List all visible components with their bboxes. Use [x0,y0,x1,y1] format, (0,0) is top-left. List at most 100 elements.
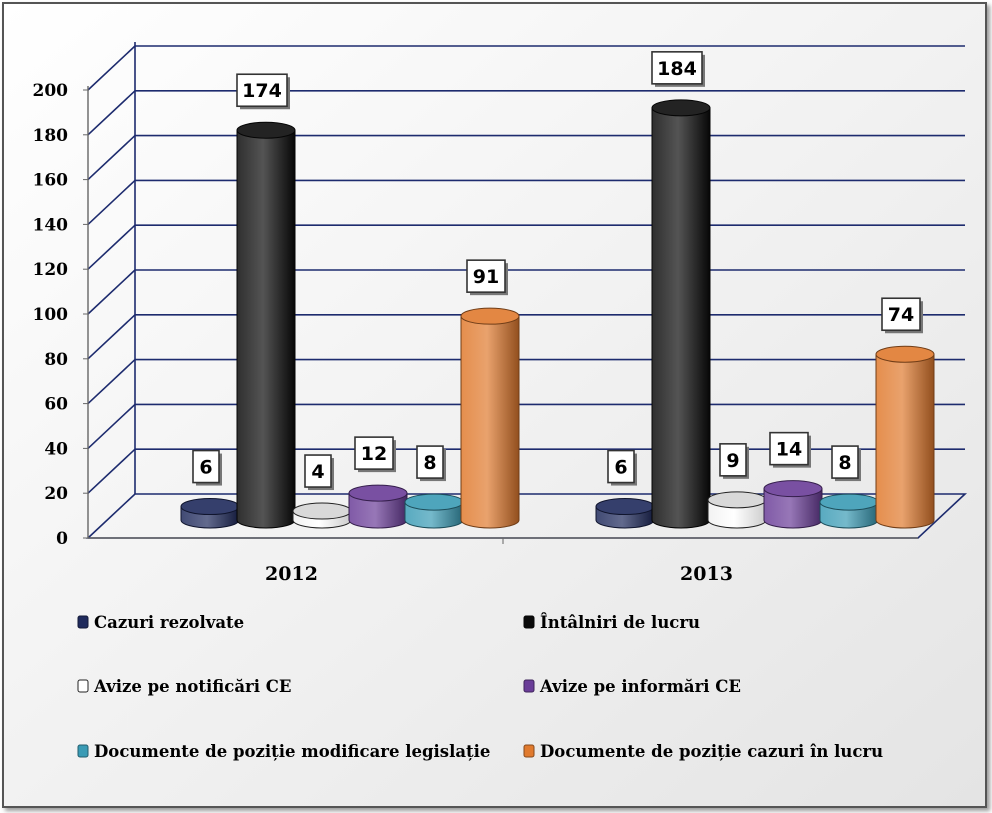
bar-Avize pe notificări CE-2012 [292,502,352,529]
gridline-side [87,314,136,360]
bar-Avize pe notificări CE-2013 [707,491,767,529]
legend-swatch [523,679,535,693]
data-label-Cazuri rezolvate-2013: 6 [607,449,637,486]
y-tick-label: 0 [56,529,68,549]
y-tick-label: 160 [33,171,69,191]
y-tick-label: 20 [44,484,68,504]
gridline-side [87,224,136,270]
legend-label: Documente de poziție cazuri în lucru [540,742,883,761]
legend-swatch [523,744,535,758]
data-label-box [466,259,506,293]
bar-Avize pe informări CE-2013 [763,480,823,529]
y-tick-label: 200 [33,81,69,101]
legend-entry: Cazuri rezolvate [77,613,244,632]
data-label-Cazuri rezolvate-2012: 6 [192,449,222,486]
bar-top [763,480,823,498]
legend-label: Cazuri rezolvate [94,613,244,632]
data-label: 91 [473,266,499,288]
bar-Cazuri rezolvate-2012 [180,498,240,529]
data-label: 174 [242,80,282,102]
legend-label: Avize pe informări CE [539,677,741,696]
data-label-box [651,51,703,85]
data-label-Documente de poziție cazuri în lucru-2013: 74 [881,297,923,334]
bar-body [460,315,520,529]
data-label-box [769,431,809,466]
bar-top [236,121,296,139]
y-tick-label: 100 [33,305,69,325]
bar-body [651,107,711,529]
gridline-side [87,45,136,91]
data-label-Documente de poziție modificare legislație-2012: 8 [416,445,446,482]
data-label-box [416,445,444,479]
bar-top [875,345,935,363]
data-label: 12 [361,443,387,465]
data-label-Întâlniri de lucru-2012: 174 [236,73,290,110]
data-label: 74 [888,304,914,326]
data-label: 6 [614,457,627,479]
legend-entry: Avize pe notificări CE [77,677,291,696]
bar-top [651,99,711,117]
data-label-Avize pe informări CE-2012: 12 [354,436,396,473]
legend-swatch [77,744,89,758]
y-tick-label: 40 [44,439,68,459]
gridline-side [87,448,136,494]
y-tick-label: 140 [33,215,69,235]
gridline-side [87,135,136,181]
data-label-Întâlniri de lucru-2013: 184 [651,51,705,87]
data-label: 184 [657,58,697,80]
data-label-Avize pe notificări CE-2012: 4 [304,454,334,491]
legend-swatch [77,679,89,693]
bar-top [819,493,879,511]
data-label-box [881,297,921,332]
gridline-side [87,403,136,449]
bar-Întâlniri de lucru-2012 [236,121,296,529]
x-category-label: 2012 [265,563,318,585]
data-label-box [719,443,747,477]
bar-top [595,498,655,516]
legend-entry: Avize pe informări CE [523,677,741,696]
data-label-box [354,436,394,470]
data-label-box [304,454,332,488]
bar-top [404,493,464,511]
data-label-Documente de poziție cazuri în lucru-2012: 91 [466,259,508,296]
data-label: 8 [838,452,851,474]
gridline-side [87,179,136,225]
data-label-box [607,449,635,484]
bar-top [348,484,408,502]
gridline-side [87,269,136,315]
data-label: 8 [423,452,436,474]
gridline-side [87,90,136,136]
bar-Cazuri rezolvate-2013 [595,498,655,529]
data-label: 9 [726,450,739,472]
data-label-box [192,449,220,484]
legend-entry: Întâlniri de lucru [523,612,700,632]
bar-Documente de poziție cazuri în lucru-2013 [875,345,935,529]
data-label-Documente de poziție modificare legislație-2013: 8 [831,445,861,482]
y-tick-label: 180 [33,126,69,146]
bar-body [236,129,296,529]
bar-top [707,491,767,509]
y-tick-label: 80 [44,350,68,370]
y-tick-label: 120 [33,260,69,280]
bar-Întâlniri de lucru-2013 [651,99,711,529]
data-label-box [831,445,859,479]
data-label: 6 [199,457,212,479]
legend-label: Întâlniri de lucru [540,612,700,632]
data-label-Avize pe notificări CE-2013: 9 [719,443,749,479]
gridline-side [87,359,136,405]
data-label: 4 [311,461,324,483]
bar-body [875,353,935,529]
legend-label: Documente de poziție modificare legislaț… [94,742,490,761]
legend-swatch [77,615,89,629]
legend-entry: Documente de poziție cazuri în lucru [523,742,883,761]
y-tick-label: 60 [44,395,68,415]
legend-swatch [523,615,535,629]
bar-top [292,502,352,520]
data-label-box [236,73,288,108]
bar-top [460,307,520,325]
bar-Documente de poziție cazuri în lucru-2012 [460,307,520,529]
x-category-label: 2013 [680,563,733,585]
bar-top [180,498,240,516]
